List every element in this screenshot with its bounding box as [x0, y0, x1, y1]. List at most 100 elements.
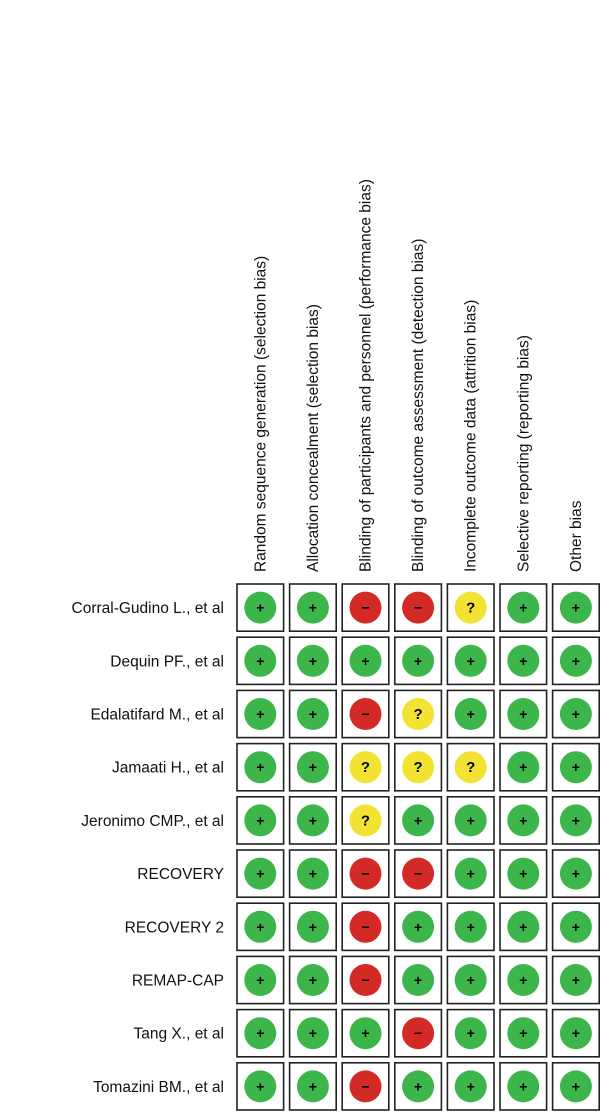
study-label: Jeronimo CMP., et al: [81, 813, 224, 830]
judgement-symbol: +: [572, 653, 580, 669]
judgement-low-marker: [402, 964, 435, 996]
judgement-low-marker: [296, 751, 329, 784]
judgement-low-marker: [559, 910, 592, 943]
judgement-high-marker: [349, 1070, 382, 1103]
judgement-low-marker: [296, 804, 329, 837]
judgement-low-marker: [244, 698, 277, 730]
judgement-symbol: +: [256, 759, 264, 775]
judgement-symbol: +: [572, 812, 580, 828]
judgement-symbol: +: [309, 1078, 317, 1094]
judgement-symbol: +: [414, 972, 422, 988]
column-label-4: Blinding of outcome assessment (detectio…: [410, 239, 427, 572]
judgement-symbol: +: [572, 1078, 580, 1094]
judgement-low-marker: [402, 644, 435, 677]
judgement-low-marker: [244, 857, 277, 890]
judgement-low-marker: [559, 857, 592, 890]
judgement-symbol: +: [256, 972, 264, 988]
column-label-5: Incomplete outcome data (attrition bias): [463, 300, 480, 572]
study-label: RECOVERY 2: [125, 919, 224, 936]
judgement-low-marker: [507, 751, 540, 784]
judgement-low-marker: [244, 804, 277, 837]
judgement-symbol: +: [309, 653, 317, 669]
judgement-symbol: +: [256, 600, 264, 616]
column-label-7: Other bias: [568, 500, 585, 572]
judgement-low-marker: [349, 1017, 382, 1050]
judgement-low-marker: [244, 1070, 277, 1103]
judgement-low-marker: [454, 857, 487, 890]
judgement-grid: + + − −? + + + + + + + + + + + −? + + + + +??? + + + +? + + + + + + − − +…: [236, 583, 600, 1111]
judgement-symbol: +: [572, 759, 580, 775]
judgement-symbol: +: [309, 866, 317, 882]
judgement-low-marker: [559, 964, 592, 996]
judgement-symbol: +: [519, 600, 527, 616]
judgement-high-marker: [349, 857, 382, 890]
judgement-symbol: +: [361, 653, 369, 669]
judgement-symbol: +: [256, 919, 264, 935]
judgement-unclear-marker: [349, 751, 382, 784]
judgement-unclear-marker: [454, 751, 487, 784]
judgement-symbol: ?: [414, 759, 423, 776]
judgement-symbol: +: [467, 866, 475, 882]
judgement-symbol: +: [309, 759, 317, 775]
judgement-low-marker: [559, 591, 592, 624]
judgement-symbol: +: [309, 972, 317, 988]
study-label: Tang X., et al: [134, 1026, 224, 1043]
judgement-low-marker: [507, 698, 540, 730]
judgement-symbol: +: [414, 653, 422, 669]
study-label: Corral-Gudino L., et al: [72, 600, 225, 617]
judgement-symbol: +: [519, 972, 527, 988]
judgement-symbol: +: [414, 812, 422, 828]
judgement-low-marker: [559, 644, 592, 677]
judgement-symbol: +: [572, 919, 580, 935]
judgement-high-marker: [349, 910, 382, 943]
judgement-low-marker: [402, 910, 435, 943]
judgement-low-marker: [454, 698, 487, 730]
judgement-low-marker: [454, 804, 487, 837]
judgement-low-marker: [454, 910, 487, 943]
judgement-symbol: −: [414, 600, 422, 616]
judgement-symbol: +: [572, 600, 580, 616]
judgement-low-marker: [507, 1070, 540, 1103]
judgement-high-marker: [349, 698, 382, 730]
judgement-symbol: −: [361, 972, 369, 988]
judgement-low-marker: [296, 857, 329, 890]
judgement-symbol: +: [572, 1025, 580, 1041]
judgement-unclear-marker: [402, 751, 435, 784]
judgement-symbol: +: [256, 1025, 264, 1041]
judgement-low-marker: [296, 698, 329, 730]
judgement-symbol: +: [414, 919, 422, 935]
judgement-low-marker: [244, 1017, 277, 1050]
judgement-symbol: ?: [466, 600, 475, 617]
judgement-high-marker: [402, 857, 435, 890]
judgement-low-marker: [244, 644, 277, 677]
judgement-symbol: +: [572, 706, 580, 722]
column-label-6: Selective reporting (reporting bias): [515, 335, 532, 572]
judgement-symbol: +: [519, 919, 527, 935]
judgement-low-marker: [402, 804, 435, 837]
judgement-symbol: −: [414, 1025, 422, 1041]
judgement-unclear-marker: [454, 591, 487, 624]
judgement-low-marker: [244, 910, 277, 943]
judgement-symbol: +: [467, 653, 475, 669]
judgement-symbol: +: [256, 812, 264, 828]
column-label-2: Allocation concealment (selection bias): [305, 304, 322, 572]
column-label-1: Random sequence generation (selection bi…: [252, 256, 269, 572]
judgement-symbol: −: [361, 1078, 369, 1094]
judgement-symbol: +: [414, 1078, 422, 1094]
judgement-low-marker: [507, 964, 540, 996]
study-label: Jamaati H., et al: [112, 760, 224, 777]
judgement-low-marker: [559, 698, 592, 730]
study-label: RECOVERY: [137, 866, 224, 883]
judgement-low-marker: [296, 964, 329, 996]
judgement-high-marker: [402, 1017, 435, 1050]
judgement-high-marker: [402, 591, 435, 624]
judgement-low-marker: [244, 964, 277, 996]
judgement-low-marker: [244, 591, 277, 624]
judgement-symbol: +: [519, 706, 527, 722]
judgement-low-marker: [507, 644, 540, 677]
judgement-low-marker: [454, 964, 487, 996]
judgement-symbol: +: [467, 812, 475, 828]
judgement-symbol: +: [361, 1025, 369, 1041]
judgement-symbol: +: [519, 1025, 527, 1041]
judgement-symbol: +: [256, 866, 264, 882]
